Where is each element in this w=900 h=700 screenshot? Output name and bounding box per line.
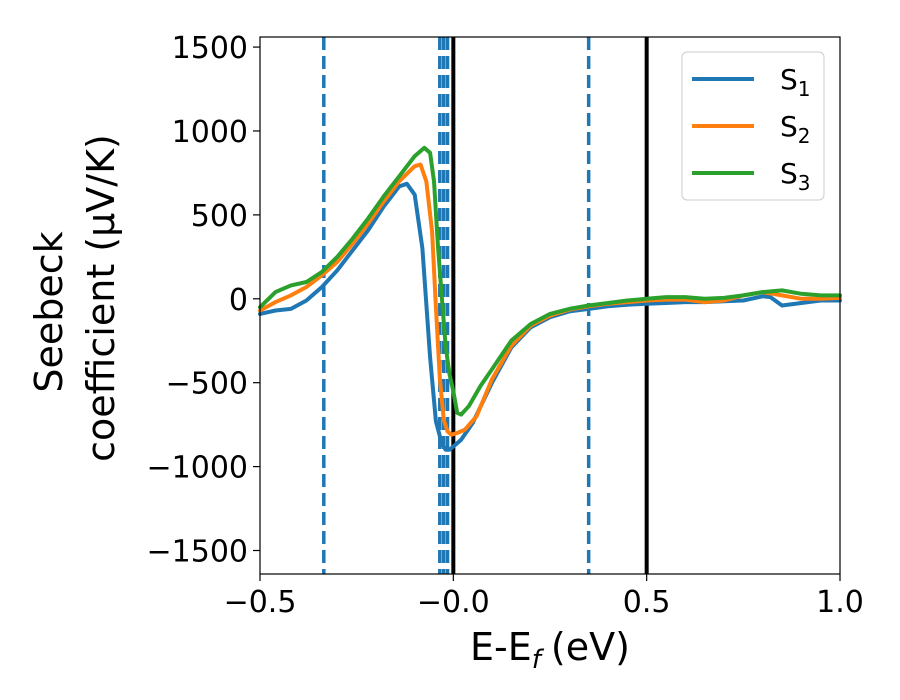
series-line-S3: [258, 145, 842, 417]
y-tick-label: −1500: [147, 535, 248, 570]
y-tick-label: −1000: [147, 451, 248, 486]
legend-label-S1: S1: [780, 63, 811, 101]
y-axis-label-line1: Seebeck: [27, 231, 71, 392]
x-tick-label: −0.5: [224, 585, 297, 620]
vertical-reference-lines: [322, 37, 649, 574]
y-tick-label: −500: [166, 367, 248, 402]
legend-label-S3: S3: [780, 157, 811, 195]
y-axis-label-line2: coefficient (μV/K): [79, 134, 123, 462]
y-tick-label: 0: [229, 283, 248, 318]
y-tick-label: 500: [191, 199, 248, 234]
x-tick-label: 1.0: [816, 585, 864, 620]
series-lines: [258, 145, 842, 452]
y-axis-ticks: 1500 1000 500 0 −500 −1000 −1500: [147, 31, 260, 570]
series-line-S2: [258, 162, 842, 437]
legend: S1 S2 S3: [681, 51, 825, 201]
legend-label-S2: S2: [780, 110, 811, 148]
x-tick-label: −0.0: [417, 585, 490, 620]
x-axis-ticks: −0.5 −0.0 0.5 1.0: [224, 574, 864, 620]
y-tick-label: 1000: [172, 115, 248, 150]
x-tick-label: 0.5: [623, 585, 671, 620]
x-axis-label: E-Ef (eV): [470, 625, 630, 675]
y-tick-label: 1500: [172, 31, 248, 66]
plot-frame: [259, 36, 841, 575]
